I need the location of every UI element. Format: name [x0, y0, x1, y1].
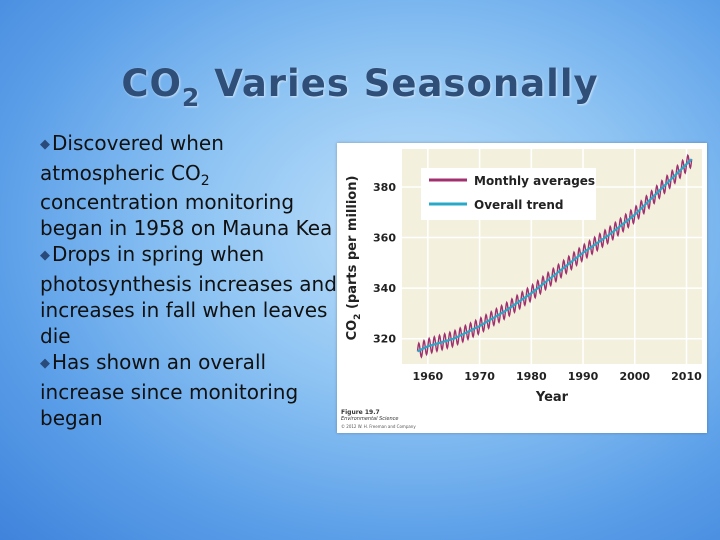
- title-main: CO: [121, 62, 182, 105]
- y-axis-label-main: CO: [345, 320, 360, 341]
- x-tick-label-1980: 1980: [516, 370, 547, 383]
- bullet-subscript: 2: [200, 173, 210, 189]
- x-tick-label-2000: 2000: [619, 370, 650, 383]
- series-line-overall-trend: [417, 158, 693, 353]
- bullet-list: ◆ Discovered when atmospheric CO2 concent…: [40, 130, 340, 431]
- diamond-bullet-icon: ◆: [40, 356, 50, 371]
- title-subscript: 2: [181, 83, 201, 112]
- diamond-bullet-icon: ◆: [40, 248, 50, 263]
- co2-figure: Monthly averages Overall trend 320 340 360…: [337, 143, 707, 433]
- bullet-seasonal: ◆ Drops in spring when photosynthesis inc…: [40, 241, 340, 349]
- x-tick-label-1960: 1960: [413, 370, 444, 383]
- title-rest: Varies Seasonally: [200, 62, 599, 105]
- x-tick-label-2010: 2010: [671, 370, 702, 383]
- legend-label-monthly: Monthly averages: [474, 174, 595, 188]
- diamond-bullet-icon: ◆: [40, 137, 50, 152]
- y-axis-label-rest: (parts per million): [345, 176, 360, 314]
- legend-box: [421, 168, 596, 220]
- x-axis-label: Year: [535, 390, 569, 405]
- bullet-discovered: ◆ Discovered when atmospheric CO2 concent…: [40, 130, 340, 241]
- bullet-increase: ◆ Has shown an overall increase since mon…: [40, 349, 340, 431]
- legend: Monthly averages Overall trend: [421, 168, 596, 220]
- co2-chart: Monthly averages Overall trend 320 340 360…: [345, 149, 702, 405]
- bullet-text: Discovered when atmospheric CO: [40, 131, 224, 185]
- caption-book: Environmental Science: [341, 416, 399, 422]
- x-tick-label-1990: 1990: [568, 370, 599, 383]
- figure-caption: Figure 19.7 Environmental Science © 2012…: [341, 409, 461, 430]
- y-tick-label-340: 340: [373, 282, 396, 295]
- tick-labels: 320 340 360 380 1960 1970 1980 1990 2000 2010: [373, 181, 702, 383]
- bullet-text: Has shown an overall increase since moni…: [40, 350, 299, 430]
- y-axis-label-sub: 2: [353, 314, 363, 320]
- caption-figure-number: Figure 19.7: [341, 409, 380, 416]
- y-tick-label-320: 320: [373, 333, 396, 346]
- caption-copyright: © 2012 W. H. Freeman and Company: [341, 424, 416, 429]
- series-lines: [416, 153, 693, 359]
- y-tick-label-360: 360: [373, 232, 396, 245]
- legend-label-trend: Overall trend: [474, 198, 564, 212]
- bullet-text-continued: concentration monitoring began in 1958 o…: [40, 190, 333, 240]
- y-tick-label-380: 380: [373, 181, 396, 194]
- y-axis-label: CO2 (parts per million): [345, 176, 363, 341]
- bullet-text: Drops in spring when photosynthesis incr…: [40, 242, 337, 348]
- slide-title: CO2 Varies Seasonally: [0, 62, 720, 112]
- x-tick-label-1970: 1970: [464, 370, 495, 383]
